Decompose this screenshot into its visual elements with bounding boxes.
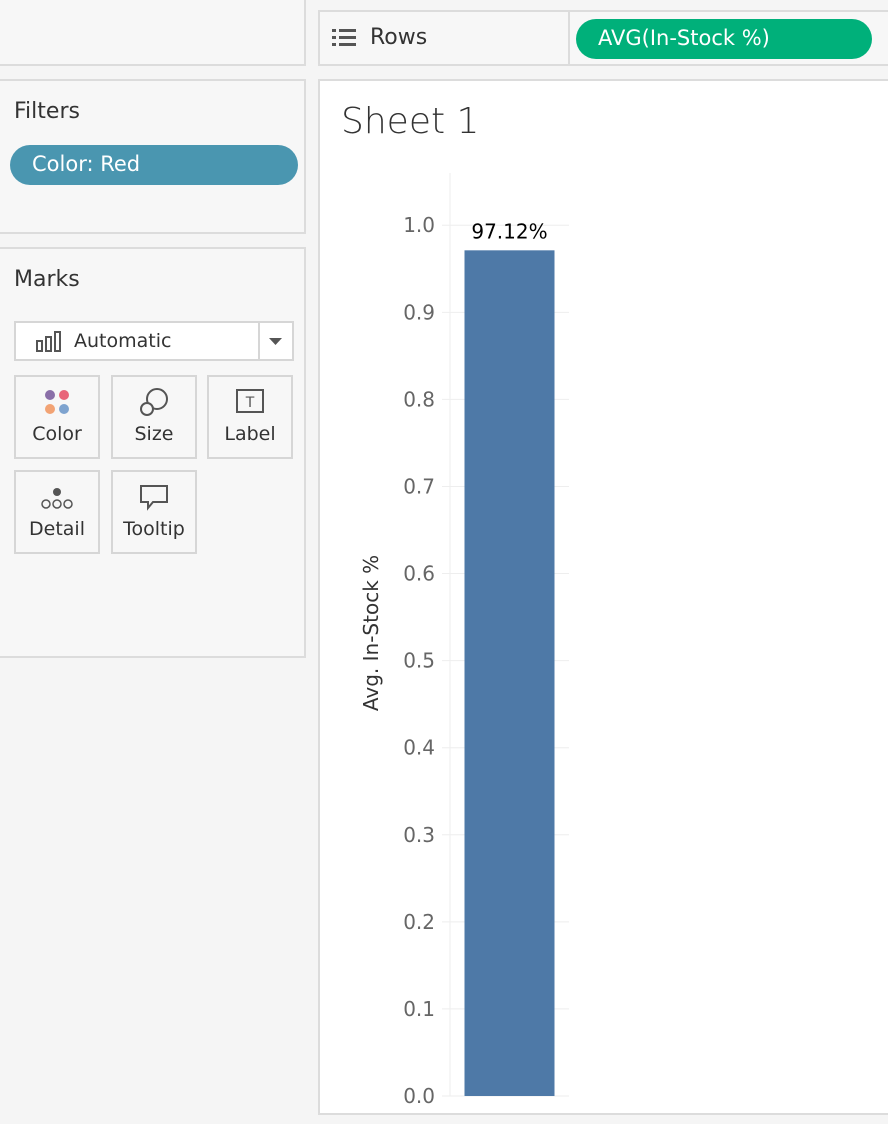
y-tick-label: 0.9	[403, 300, 435, 324]
y-tick-label: 0.2	[403, 910, 435, 934]
rows-pill[interactable]: AVG(In-Stock %)	[576, 19, 872, 59]
detail-icon	[41, 488, 73, 509]
size-button[interactable]: Size	[111, 375, 197, 459]
color-icon	[45, 390, 69, 414]
rows-label: Rows	[370, 25, 428, 50]
y-tick-label: 0.7	[403, 474, 435, 498]
mark-type: Automatic	[74, 330, 172, 352]
y-tick-label: 0.8	[403, 387, 435, 411]
svg-text:T: T	[245, 395, 255, 411]
y-tick-label: 0.6	[403, 562, 435, 586]
label-button[interactable]: T Label	[207, 375, 293, 459]
y-tick-label: 0.4	[403, 736, 435, 760]
button-label: Size	[134, 423, 174, 445]
rows-shelf: Rows AVG(In-Stock %)	[318, 10, 888, 66]
filters-title: Filters	[14, 99, 80, 124]
y-tick-label: 0.1	[403, 997, 435, 1021]
divider	[258, 323, 260, 359]
y-tick-label: 1.0	[403, 213, 435, 237]
divider	[568, 12, 570, 64]
button-label: Detail	[29, 518, 85, 540]
marks-card: Marks Automatic Color Size T Label Detai…	[0, 247, 306, 658]
bar-icon	[36, 331, 61, 352]
mark-type-dropdown[interactable]: Automatic	[14, 321, 294, 361]
tooltip-button[interactable]: Tooltip	[111, 470, 197, 554]
marks-title: Marks	[14, 267, 80, 292]
button-label: Tooltip	[123, 518, 185, 540]
size-icon	[140, 388, 168, 416]
bar	[464, 250, 555, 1097]
y-tick-label: 0.5	[403, 649, 435, 673]
color-button[interactable]: Color	[14, 375, 100, 459]
value-label: 97.12%	[471, 219, 547, 243]
rows-icon	[332, 29, 356, 46]
sheet: Sheet 1 Avg. In-Stock % 0.0 0.1 0.2 0.3 0.4 0…	[318, 79, 888, 1115]
button-label: Label	[224, 423, 276, 445]
chart: Sheet 1 Avg. In-Stock % 0.0 0.1 0.2 0.3 0.4 0…	[341, 101, 569, 1108]
caret	[269, 338, 282, 345]
filters-card: Filters Color: Red	[0, 79, 306, 234]
tooltip-icon	[140, 485, 168, 511]
label-icon: T	[236, 389, 264, 413]
button-label: Color	[32, 423, 82, 445]
chart-title: Sheet 1	[341, 101, 479, 142]
detail-button[interactable]: Detail	[14, 470, 100, 554]
y-tick-label: 0.3	[403, 823, 435, 847]
y-tick-label: 0.0	[403, 1084, 435, 1108]
y-axis-label: Avg. In-Stock %	[359, 555, 383, 711]
filter-pill[interactable]: Color: Red	[10, 145, 298, 185]
shelf-blank	[0, 0, 306, 66]
